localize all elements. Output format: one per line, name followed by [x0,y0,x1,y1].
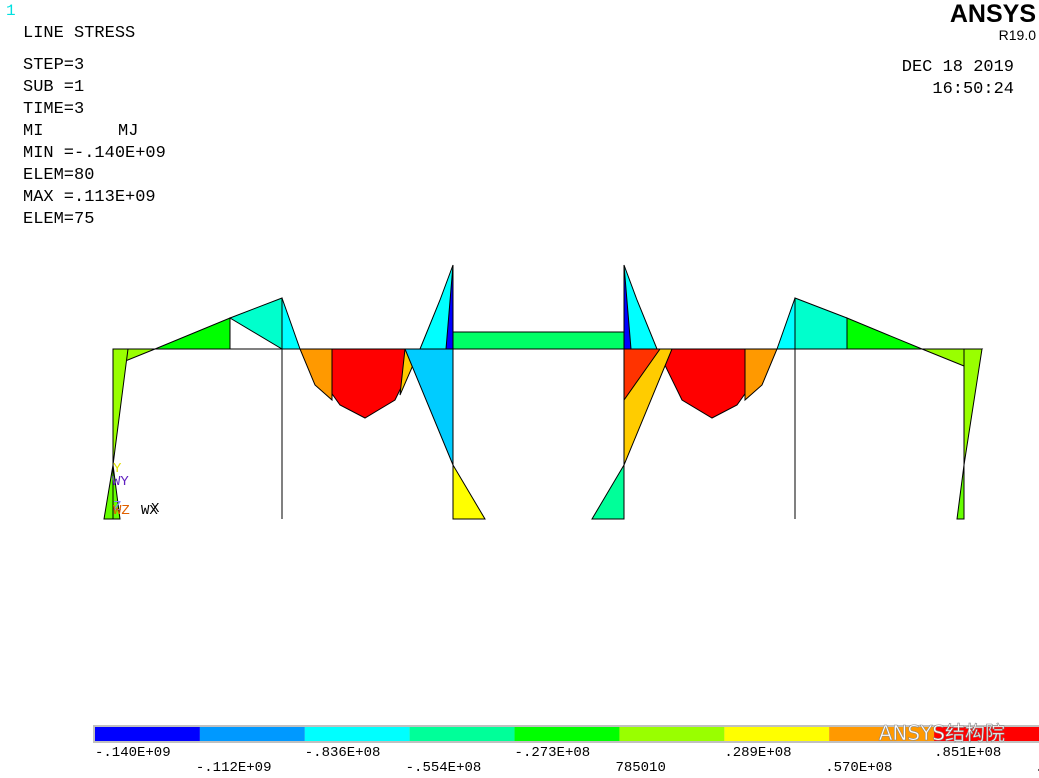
legend-label: -.140E+09 [95,745,171,761]
legend-swatch [934,727,1039,741]
triad-label: Z [113,499,121,515]
triad-label: X [151,501,160,517]
legend-swatch [199,727,305,741]
triad-label: WX [141,503,158,519]
legend-swatch [95,727,200,741]
legend-swatch [829,727,935,741]
legend-label: .113E+09 [1035,760,1039,776]
legend-label: 785010 [615,760,665,776]
brand-name: ANSYS [950,0,1036,28]
column-label: MJ [118,122,138,141]
stat-line: MIN =-.140E+09 [23,144,166,163]
stress-diagram [103,264,984,520]
color-legend: -.140E+09 -.112E+09 -.836E+08 -.554E+08 -.27… [93,725,1039,776]
legend-label: -.554E+08 [406,760,482,776]
triad-label: Y [113,461,122,477]
plot-time: 16:50:24 [932,80,1014,99]
legend-swatch [514,727,620,741]
triad-label: WZ [113,503,130,519]
info-line: TIME=3 [23,100,84,119]
stat-line: ELEM=80 [23,166,94,185]
legend-label: .570E+08 [825,760,892,776]
plot-date: DEC 18 2019 [902,58,1014,77]
info-line: STEP=3 [23,56,84,75]
info-line: SUB =1 [23,78,84,97]
legend-label: .851E+08 [934,745,1001,761]
legend-swatch [409,727,515,741]
window-number: 1 [6,2,16,20]
legend-label: .289E+08 [724,745,791,761]
stat-line: ELEM=75 [23,210,94,229]
watermark: ANSYS结构院 [879,721,1005,745]
legend-label: -.836E+08 [305,745,381,761]
column-label: MI [23,122,43,141]
axis-triad: Y WY Z WZ WX X [112,461,160,519]
legend-label: -.112E+09 [196,760,272,776]
legend-swatch [619,727,725,741]
stat-line: MAX =.113E+09 [23,188,156,207]
legend-swatch [724,727,830,741]
triad-label: WY [112,474,129,490]
plot-title: LINE STRESS [23,24,135,43]
brand-version: R19.0 [999,27,1037,43]
legend-swatch [304,727,410,741]
legend-label: -.273E+08 [515,745,591,761]
